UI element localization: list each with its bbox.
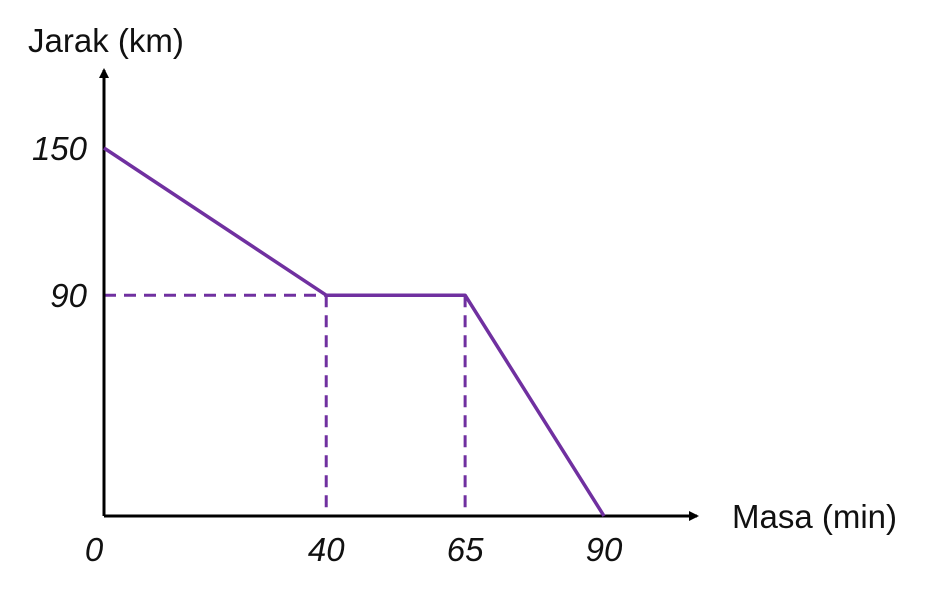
- guide-lines: [104, 293, 467, 516]
- series-line-0: [103, 146, 606, 517]
- x-tick-label: 65: [447, 531, 484, 568]
- x-axis-title: Masa (min): [732, 498, 897, 535]
- x-tick-label: 40: [308, 531, 345, 568]
- y-tick-label: 150: [32, 130, 88, 167]
- x-tick-label: 90: [586, 531, 623, 568]
- series: [103, 146, 606, 517]
- x-tick-label: 0: [85, 531, 104, 568]
- y-axis-title: Jarak (km): [28, 22, 184, 59]
- y-tick-label: 90: [50, 277, 87, 314]
- tick-labels: 0 40 65 90 90 150: [32, 130, 623, 568]
- axes: [99, 68, 699, 521]
